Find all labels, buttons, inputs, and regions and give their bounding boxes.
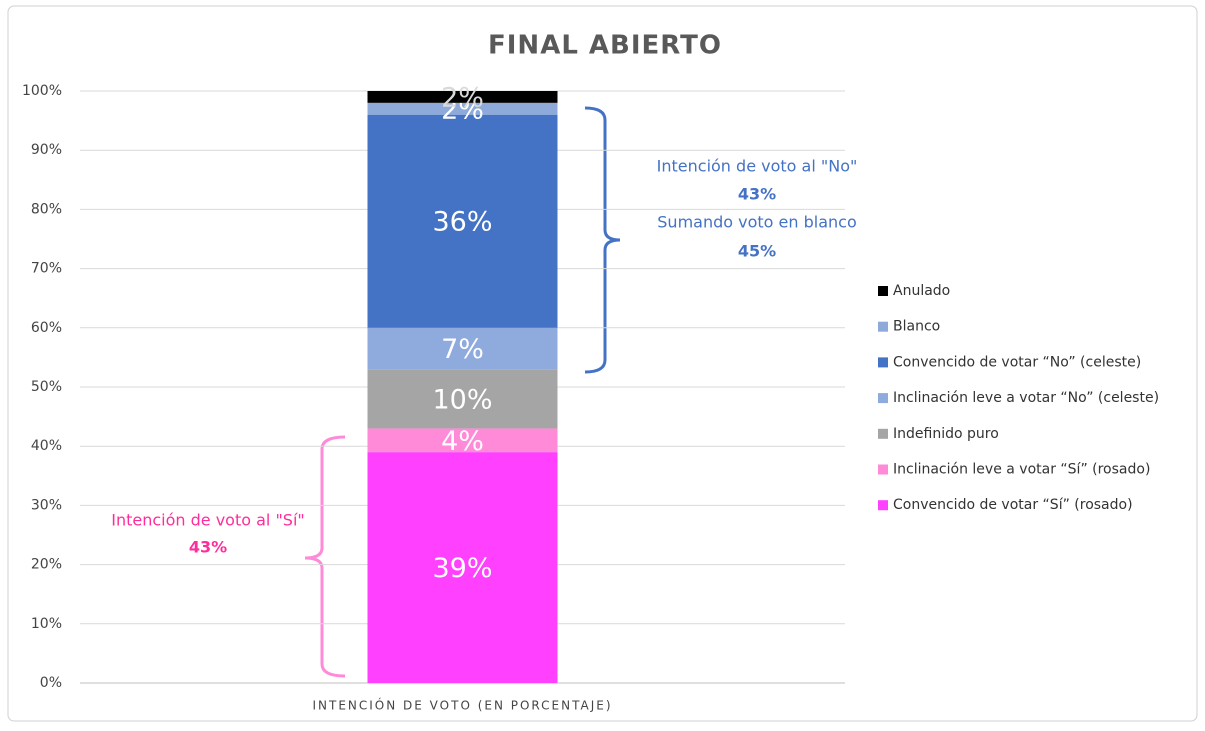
bar-segment xyxy=(367,452,558,683)
x-tick-label: INTENCIÓN DE VOTO (EN PORCENTAJE) xyxy=(312,698,612,713)
y-tick-label: 90% xyxy=(31,142,62,158)
value-label: 39% xyxy=(432,553,492,584)
bar-segment xyxy=(367,369,558,429)
si-brace xyxy=(304,435,346,678)
legend-label: Indefinido puro xyxy=(893,426,999,442)
legend-swatch xyxy=(878,286,888,296)
value-label: 4% xyxy=(441,426,484,457)
no-annotation-value: 43% xyxy=(738,185,776,204)
value-label: 2% xyxy=(441,82,484,113)
legend-label: Inclinación leve a votar “No” (celeste) xyxy=(893,390,1159,406)
y-tick-label: 80% xyxy=(31,201,62,217)
y-tick-label: 100% xyxy=(22,83,62,99)
legend-swatch xyxy=(878,357,888,368)
y-tick-label: 20% xyxy=(31,557,62,573)
y-tick-label: 60% xyxy=(31,320,62,336)
bar-segment xyxy=(367,327,558,370)
legend-swatch xyxy=(878,500,888,511)
blank-annotation-value: 45% xyxy=(738,242,776,261)
y-tick-label: 70% xyxy=(31,261,62,277)
blank-annotation: Sumando voto en blanco xyxy=(657,213,856,232)
bar-segment xyxy=(367,91,558,103)
value-label: 10% xyxy=(432,384,492,415)
y-tick-label: 30% xyxy=(31,497,62,513)
no-brace xyxy=(584,106,621,374)
bar-segment xyxy=(367,428,558,453)
no-annotation: Intención de voto al "No" xyxy=(657,157,858,176)
legend-swatch xyxy=(878,393,888,404)
y-tick-label: 10% xyxy=(31,616,62,632)
y-tick-label: 50% xyxy=(31,379,62,395)
si-annotation: Intención de voto al "Sí" xyxy=(111,511,305,530)
legend-label: Inclinación leve a votar “Sí” (rosado) xyxy=(893,462,1150,478)
legend-label: Convencido de votar “No” (celeste) xyxy=(893,354,1141,370)
legend-swatch xyxy=(878,321,888,332)
legend-swatch xyxy=(878,464,888,475)
value-label: 36% xyxy=(432,207,492,238)
chart-title: FINAL ABIERTO xyxy=(488,31,722,61)
value-label: 7% xyxy=(441,334,484,365)
y-tick-label: 0% xyxy=(40,675,62,691)
y-tick-label: 40% xyxy=(31,438,62,454)
legend-label: Blanco xyxy=(893,319,940,335)
legend-label: Convencido de votar “Sí” (rosado) xyxy=(893,497,1133,513)
bar-segment xyxy=(367,114,558,328)
si-annotation-value: 43% xyxy=(189,538,227,557)
bar-segment xyxy=(367,102,558,115)
legend-swatch xyxy=(878,428,888,439)
chart-border xyxy=(7,5,1198,722)
legend-label: Anulado xyxy=(893,283,950,299)
